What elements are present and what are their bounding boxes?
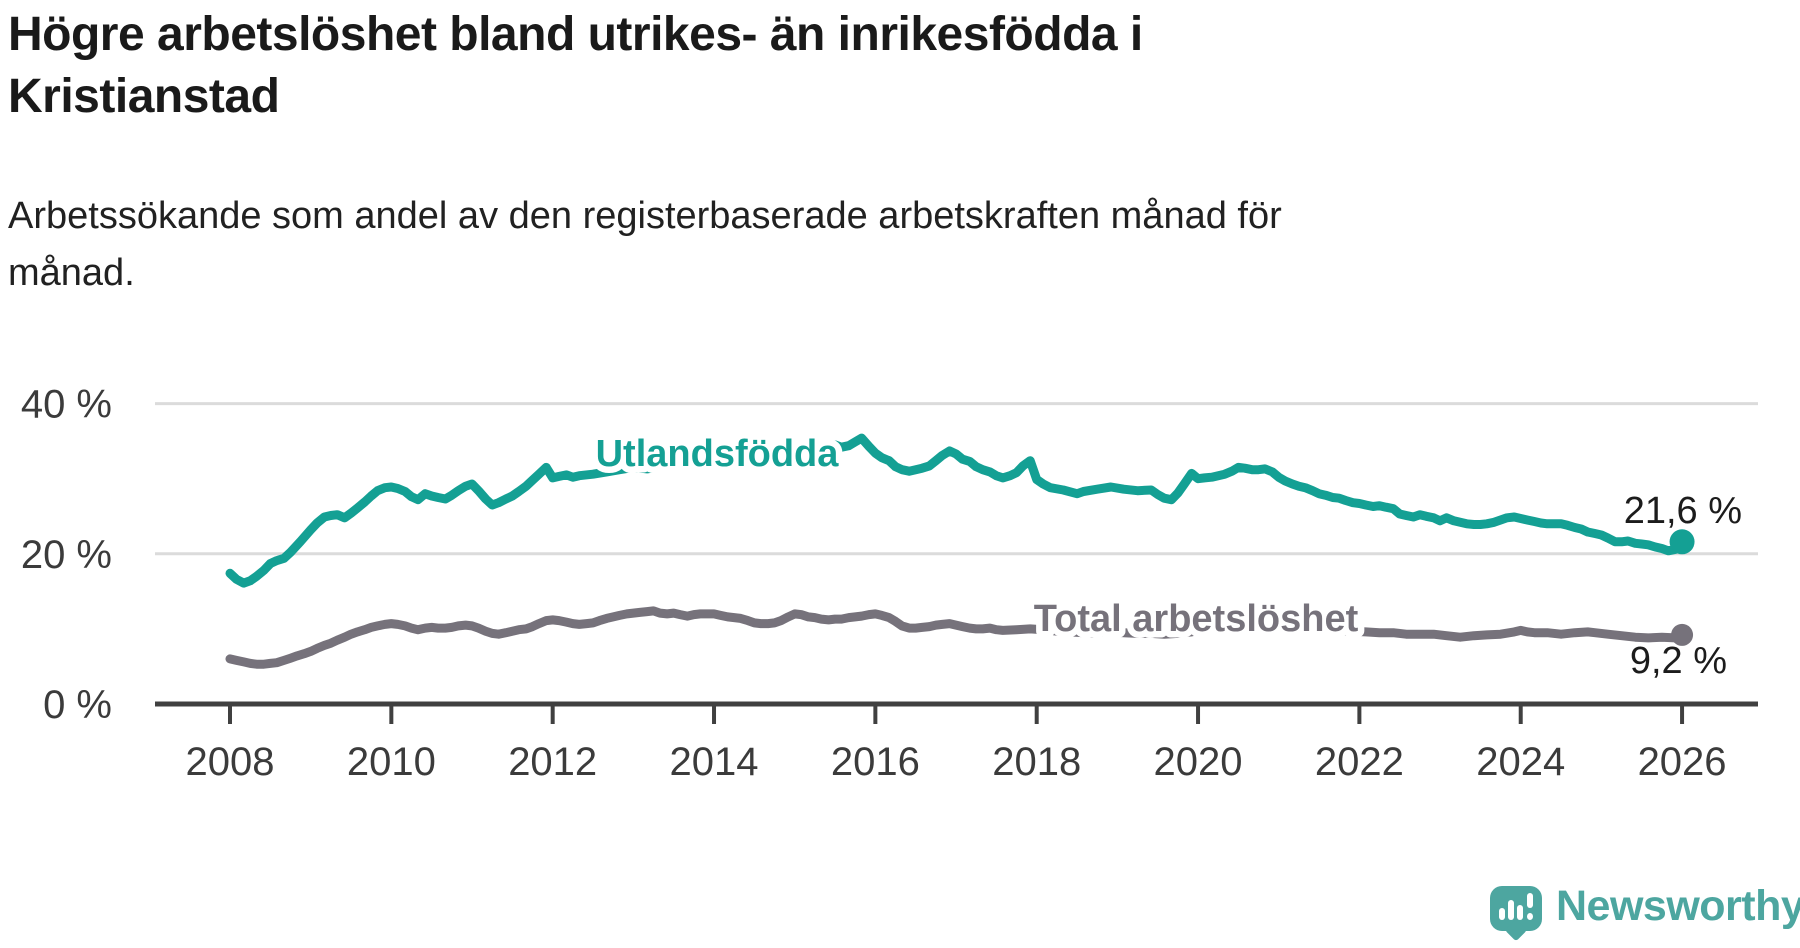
series-label-total: Total arbetslöshet <box>1034 598 1359 640</box>
bar-chart-icon <box>1499 908 1505 920</box>
x-axis-tick-label: 2008 <box>186 740 275 784</box>
brand-name: Newsworthy <box>1556 882 1800 930</box>
x-axis-tick-label: 2010 <box>347 740 436 784</box>
x-axis-tick-label: 2020 <box>1154 740 1243 784</box>
page-title: Högre arbetslöshet bland utrikes- än inr… <box>8 8 1143 124</box>
end-dot-total <box>1671 623 1694 646</box>
x-axis-tick-label: 2018 <box>992 740 1081 784</box>
x-axis-tick-label: 2012 <box>508 740 597 784</box>
x-axis-tick-label: 2016 <box>831 740 920 784</box>
series-label-utlandsfodda: Utlandsfödda <box>596 433 840 475</box>
exclamation-icon <box>1527 893 1533 908</box>
x-axis-tick-label: 2024 <box>1476 740 1565 784</box>
y-axis-tick-label: 0 % <box>43 683 112 727</box>
x-axis-tick-label: 2026 <box>1638 740 1727 784</box>
series-line-utlandsfodda <box>225 433 1687 588</box>
y-axis-tick-label: 40 % <box>21 383 112 427</box>
y-axis-tick-label: 20 % <box>21 533 112 577</box>
end-value-utlandsfodda: 21,6 % <box>1624 490 1742 532</box>
page-subtitle: Arbetssökande som andel av den registerb… <box>8 195 1282 294</box>
bar-chart-icon <box>1517 905 1523 920</box>
bar-chart-icon <box>1508 900 1514 920</box>
end-dot-utlandsfodda <box>1669 529 1695 555</box>
exclamation-icon <box>1527 913 1533 920</box>
end-value-total: 9,2 % <box>1630 640 1727 682</box>
x-axis-tick-label: 2014 <box>670 740 759 784</box>
x-axis-tick-label: 2022 <box>1315 740 1404 784</box>
series-line-total <box>225 606 1687 669</box>
